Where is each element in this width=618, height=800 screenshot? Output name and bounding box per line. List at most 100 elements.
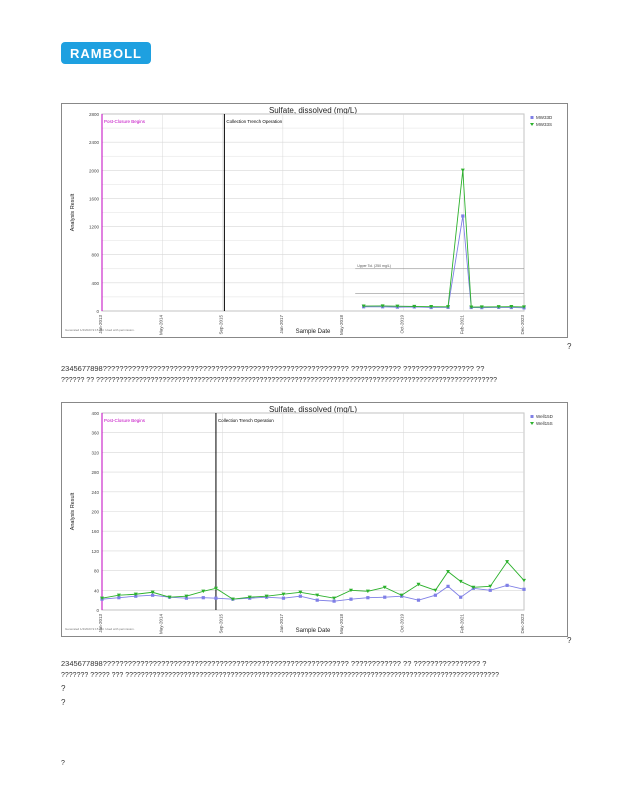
- data-point-MW33S: [469, 305, 474, 309]
- y-tick-label: 160: [91, 529, 99, 534]
- y-tick-label: 120: [91, 549, 99, 554]
- chart-title: Sulfate, dissolved (mg/L): [269, 405, 357, 414]
- data-point-Well15S: [150, 590, 155, 595]
- data-point-Well15S: [230, 597, 235, 601]
- data-point-MW33S: [496, 305, 501, 309]
- x-tick-label: Oct-2019: [399, 614, 404, 633]
- data-point-Well15S: [315, 593, 320, 598]
- y-tick-label: 80: [94, 569, 100, 574]
- y-tick-label: 240: [91, 490, 99, 495]
- y-tick-label: 2400: [89, 140, 100, 145]
- y-tick-label: 320: [91, 450, 99, 455]
- series-line-MW33D: [363, 215, 525, 309]
- chart-title: Sulfate, dissolved (mg/L): [269, 106, 357, 115]
- stray-mark: ?: [61, 760, 65, 767]
- legend-marker: [530, 415, 534, 418]
- data-point-Well15D: [281, 596, 286, 600]
- stray-mark: ?: [61, 698, 66, 707]
- legend-label: MW33S: [536, 122, 552, 127]
- sulfate-chart-2: Sulfate, dissolved (mg/L) 0 40 80 120 160 200 2…: [61, 402, 568, 637]
- y-tick-label: 0: [96, 309, 99, 314]
- data-point-Well15S: [332, 596, 337, 600]
- legend-marker: [530, 116, 534, 119]
- data-point-MW33S: [446, 305, 451, 309]
- chart-footer: Generated 1/4/2023 9:15 AM. Used with pe…: [65, 627, 135, 631]
- chart-1-svg: Sulfate, dissolved (mg/L) 0 400 800 1200 1600…: [65, 106, 553, 336]
- data-point-Well15D: [349, 597, 353, 601]
- data-point-Well15D: [488, 588, 492, 592]
- x-axis-label: Sample Date: [296, 329, 331, 335]
- chart-2-svg: Sulfate, dissolved (mg/L) 0 40 80 120 160 200 2…: [65, 405, 554, 635]
- caption-1-line-2: ?????? ?? ??????????????????????????????…: [61, 377, 498, 384]
- data-point-Well15S: [458, 579, 463, 584]
- y-tick-label: 200: [91, 510, 99, 515]
- x-tick-label: Jan-2013: [98, 315, 103, 334]
- x-tick-label: Jan-2017: [279, 614, 284, 633]
- data-point-MW33D: [461, 214, 465, 218]
- legend-marker: [530, 123, 534, 126]
- data-point-MW33S: [395, 304, 400, 309]
- data-point-Well15S: [416, 582, 421, 587]
- y-tick-label: 360: [91, 431, 99, 436]
- annotation-label: Collection Trench Operation: [226, 119, 282, 124]
- data-point-Well15D: [201, 596, 205, 600]
- data-point-Well15S: [446, 569, 451, 574]
- data-point-Well15S: [247, 595, 252, 599]
- data-point-Well15D: [416, 598, 421, 602]
- data-point-MW33S: [479, 305, 484, 309]
- data-point-Well15D: [151, 593, 155, 597]
- data-point-Well15D: [214, 596, 218, 600]
- legend-marker: [530, 422, 534, 425]
- y-tick-label: 400: [91, 281, 99, 286]
- x-tick-label: May-2018: [339, 315, 344, 336]
- x-axis-label: Sample Date: [296, 628, 331, 634]
- data-point-Well15S: [133, 592, 138, 597]
- y-tick-label: 2000: [89, 168, 100, 173]
- data-point-Well15S: [348, 588, 353, 593]
- data-point-Well15D: [298, 594, 302, 598]
- data-point-Well15S: [382, 585, 387, 590]
- data-point-Well15S: [433, 588, 438, 593]
- data-point-MW33S: [509, 305, 514, 309]
- legend-label: Well15D: [536, 414, 554, 419]
- data-point-Well15S: [399, 593, 404, 598]
- data-point-Well15S: [471, 585, 476, 590]
- data-point-Well15S: [167, 595, 172, 599]
- logo-text: RAMBOLL: [70, 45, 142, 61]
- x-tick-label: May-2014: [158, 315, 163, 336]
- data-point-MW33S: [412, 304, 417, 309]
- caption-2: 2345677898??????????????????????????????…: [61, 658, 571, 682]
- x-tick-label: May-2014: [158, 614, 163, 635]
- x-tick-label: May-2018: [339, 614, 344, 635]
- y-tick-label: 2800: [89, 112, 100, 117]
- y-tick-label: 800: [91, 253, 99, 258]
- threshold-label: Upper Tol. (250 mg/L): [357, 264, 391, 268]
- data-point-Well15S: [298, 590, 303, 595]
- x-tick-label: Jan-2017: [279, 315, 284, 334]
- y-tick-label: 1200: [89, 225, 100, 230]
- data-point-Well15S: [100, 596, 104, 600]
- data-point-Well15D: [184, 596, 188, 600]
- x-tick-label: Feb-2021: [460, 315, 465, 335]
- data-point-Well15S: [264, 594, 269, 599]
- data-point-Well15S: [522, 578, 526, 583]
- data-point-Well15D: [433, 593, 437, 597]
- data-point-Well15S: [116, 593, 121, 598]
- chart-footer: Generated 1/4/2023 9:15 AM. Used with pe…: [65, 328, 135, 332]
- annotation-label: Post-Closure Begins: [104, 119, 146, 124]
- data-point-MW33S: [429, 305, 434, 309]
- data-point-Well15D: [332, 599, 336, 603]
- data-point-Well15S: [505, 560, 510, 564]
- y-tick-label: 0: [96, 608, 99, 613]
- x-tick-label: Oct-2019: [399, 315, 404, 334]
- data-point-Well15D: [522, 587, 526, 591]
- x-tick-label: Dec-2023: [520, 315, 525, 335]
- y-axis-label: Analysis Result: [70, 492, 76, 530]
- y-tick-label: 280: [91, 470, 99, 475]
- data-point-Well15S: [281, 592, 286, 597]
- y-axis-label: Analysis Result: [70, 193, 76, 231]
- caption-1-line-1: 2345677898??????????????????????????????…: [61, 364, 485, 373]
- data-point-Well15S: [184, 594, 189, 599]
- data-point-Well15D: [446, 584, 450, 588]
- data-point-Well15S: [213, 586, 218, 591]
